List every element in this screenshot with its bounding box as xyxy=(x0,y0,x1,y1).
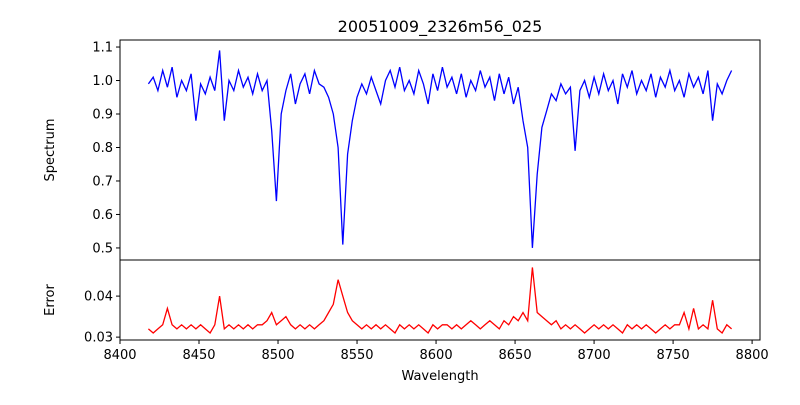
y-tick-label: 0.6 xyxy=(92,208,113,223)
x-tick-label: 8750 xyxy=(657,348,690,363)
x-tick-label: 8800 xyxy=(736,348,769,363)
y-tick-label: 0.9 xyxy=(92,108,113,123)
x-tick-label: 8500 xyxy=(261,348,294,363)
x-tick-label: 8450 xyxy=(182,348,215,363)
y-tick-label: 0.03 xyxy=(84,331,113,346)
x-tick-label: 8400 xyxy=(103,348,136,363)
y-tick-label: 0.8 xyxy=(92,141,113,156)
axes-frame xyxy=(119,39,761,261)
chart-title: 20051009_2326m56_025 xyxy=(338,17,543,37)
y-axis-label-spectrum: Spectrum xyxy=(43,119,58,182)
spectrum-axes: 0.5 0.6 0.7 0.8 0.9 1.0 1.1 xyxy=(92,39,761,261)
axes-frame xyxy=(119,259,761,341)
error-line xyxy=(147,267,733,335)
x-tick-label: 8650 xyxy=(499,348,532,363)
y-tick-label: 1.1 xyxy=(92,41,113,56)
y-tick-label: 0.04 xyxy=(84,290,113,305)
x-axis-label: Wavelength xyxy=(401,369,478,384)
x-tick-label: 8550 xyxy=(340,348,373,363)
x-tick-label: 8600 xyxy=(420,348,453,363)
spectrum-line xyxy=(147,50,733,248)
y-axis-label-error: Error xyxy=(43,284,58,316)
y-tick-label: 1.0 xyxy=(92,74,113,89)
y-tick-label: 0.7 xyxy=(92,174,113,189)
y-tick-label: 0.5 xyxy=(92,241,113,256)
x-tick-label: 8700 xyxy=(578,348,611,363)
error-axes: 0.03 0.04 8400 8450 8500 8550 8600 8650 8700 8750… xyxy=(84,259,769,363)
